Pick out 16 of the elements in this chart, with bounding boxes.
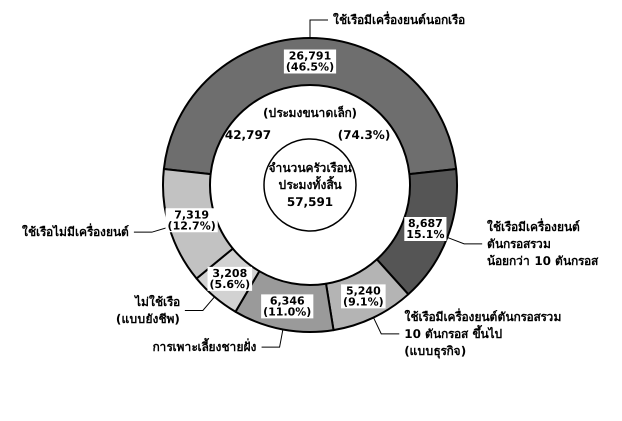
data-label: 26,791 (46.5%) [286,50,334,74]
slice-label: ไม่ใช้เรือ (แบบยังชีพ) [116,294,180,326]
data-label: 5,240 (9.1%) [343,284,384,308]
data-label: 3,208 (5.6%) [210,266,250,291]
slice-label: ใช้เรือมีเครื่องยนต์นอกเรือ [333,11,465,27]
text: (74.3%) [338,128,390,142]
slice-label: การเพาะเลี้ยงชายฝั่ง [152,337,257,354]
data-label: 8,687 15.1% [406,217,444,242]
data-label: 7,319 (12.7%) [168,208,216,232]
data-label: 6,346 (11.0%) [263,294,312,318]
text: 42,797 [224,128,272,142]
slice-label: ใช้เรือไม่มีเครื่องยนต์ [22,223,129,240]
text: จำนวนครัวเรือน ประมงทั้งสิ้น 57,591 [268,161,352,209]
slice-label: ใช้เรือมีเครื่องยนต์ตันกรอสรวม 10 ตันกรอส ขึ้นไป (แบบธุรกิจ) [404,308,562,359]
text: (ประมงขนาดเล็ก) [263,105,357,120]
slice-label: ใช้เรือมีเครื่องยนต์ ตันกรอสรวม น้อยกว่า 10 ตันกรอส [487,218,600,268]
